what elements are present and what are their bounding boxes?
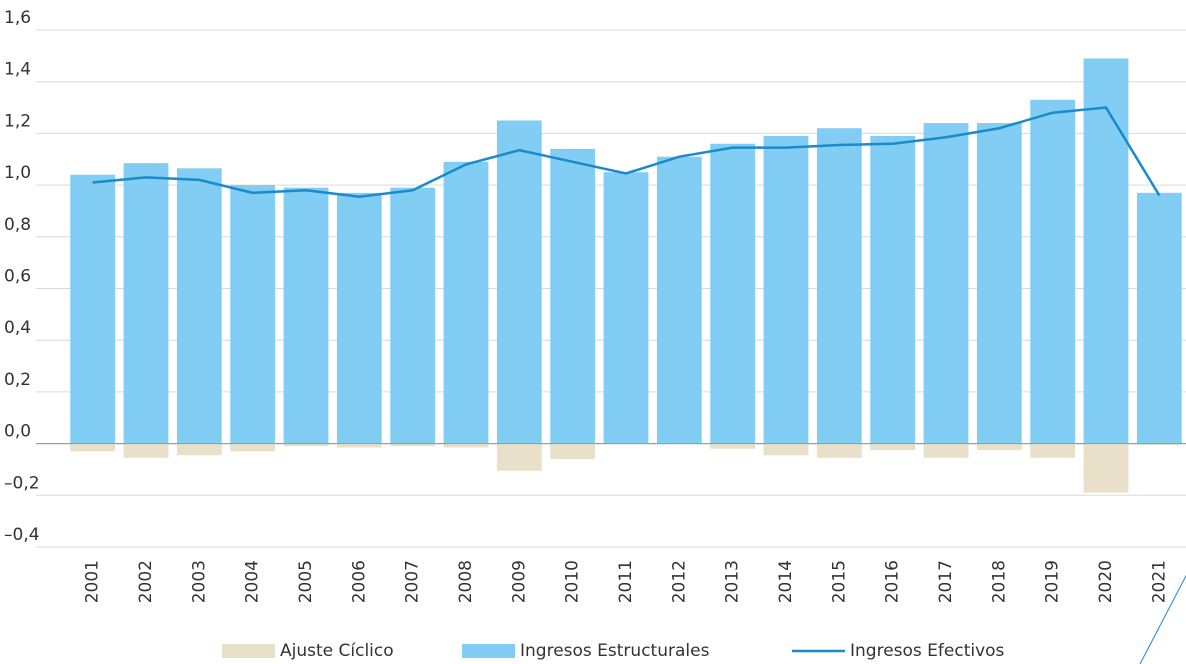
- bar: [870, 443, 916, 451]
- bar: [1083, 443, 1129, 493]
- bar: [976, 123, 1022, 444]
- bar: [283, 443, 329, 447]
- bar: [550, 443, 596, 460]
- bar: [70, 174, 116, 444]
- x-tick-label: 2019: [1043, 560, 1063, 603]
- x-tick-label: 2002: [136, 560, 156, 603]
- bar: [976, 443, 1022, 451]
- x-tick-label: 2003: [189, 560, 209, 603]
- x-tick-label: 2018: [989, 560, 1009, 603]
- bar: [336, 192, 382, 444]
- x-tick-label: 2015: [829, 560, 849, 603]
- bar: [923, 123, 969, 444]
- x-tick-label: 2013: [723, 560, 743, 603]
- bar: [1136, 443, 1182, 445]
- bar: [283, 187, 329, 444]
- bar: [710, 443, 756, 449]
- legend-label: Ingresos Efectivos: [850, 641, 1005, 661]
- legend-label: Ajuste Cíclico: [280, 641, 394, 661]
- x-tick-label: 2020: [1096, 560, 1116, 603]
- y-tick-label: 0,4: [4, 318, 31, 338]
- bar: [763, 135, 809, 444]
- bar: [230, 443, 276, 452]
- bar: [603, 172, 649, 444]
- bar: [710, 143, 756, 444]
- x-tick-label: 2017: [936, 560, 956, 603]
- x-tick-label: 2004: [243, 560, 263, 603]
- y-tick-label: 1,6: [4, 8, 31, 28]
- bar: [550, 148, 596, 444]
- bar: [230, 185, 276, 444]
- x-tick-label: 2001: [83, 560, 103, 603]
- y-tick-label: 0,6: [4, 267, 31, 287]
- x-tick-label: 2010: [563, 560, 583, 603]
- x-tick-label: 2011: [616, 560, 636, 603]
- bar: [443, 443, 489, 448]
- x-tick-label: 2012: [669, 560, 689, 603]
- y-tick-label: –0,4: [4, 525, 40, 545]
- y-tick-label: 1,4: [4, 60, 31, 80]
- y-tick-label: –0,2: [4, 473, 40, 493]
- bar: [763, 443, 809, 456]
- bar: [1030, 99, 1076, 444]
- line: [92, 106, 1161, 198]
- x-tick-label: 2007: [403, 560, 423, 603]
- bar: [390, 187, 436, 444]
- bar: [336, 443, 382, 448]
- bar: [496, 443, 542, 471]
- bar: [816, 443, 862, 458]
- bar: [123, 163, 169, 444]
- bar: [816, 128, 862, 444]
- bar: [443, 161, 489, 444]
- legend-label: Ingresos Estructurales: [520, 641, 710, 661]
- bar: [656, 156, 702, 444]
- bar: [70, 443, 116, 452]
- bar: [176, 168, 222, 444]
- x-tick-label: 2009: [509, 560, 529, 603]
- bar: [123, 443, 169, 458]
- x-tick-label: 2006: [349, 560, 369, 603]
- x-tick-label: 2014: [776, 560, 796, 603]
- x-tick-label: 2021: [1149, 560, 1169, 603]
- bar: [1136, 192, 1182, 444]
- bar: [870, 135, 916, 444]
- y-tick-label: 0,0: [4, 422, 31, 442]
- bar: [1083, 58, 1129, 444]
- decoration: [1139, 574, 1186, 664]
- legend-swatch: [462, 644, 515, 658]
- bar: [496, 120, 542, 444]
- y-tick-label: 1,2: [4, 111, 31, 131]
- y-tick-label: 0,8: [4, 215, 31, 235]
- legend-swatch: [222, 644, 275, 658]
- x-tick-label: 2008: [456, 560, 476, 603]
- bar: [176, 443, 222, 456]
- x-tick-label: 2005: [296, 560, 316, 603]
- y-tick-label: 0,2: [4, 370, 31, 390]
- bar: [923, 443, 969, 458]
- bar: [1030, 443, 1076, 458]
- bar: [390, 443, 436, 447]
- x-tick-label: 2016: [883, 560, 903, 603]
- y-tick-label: 1,0: [4, 163, 31, 183]
